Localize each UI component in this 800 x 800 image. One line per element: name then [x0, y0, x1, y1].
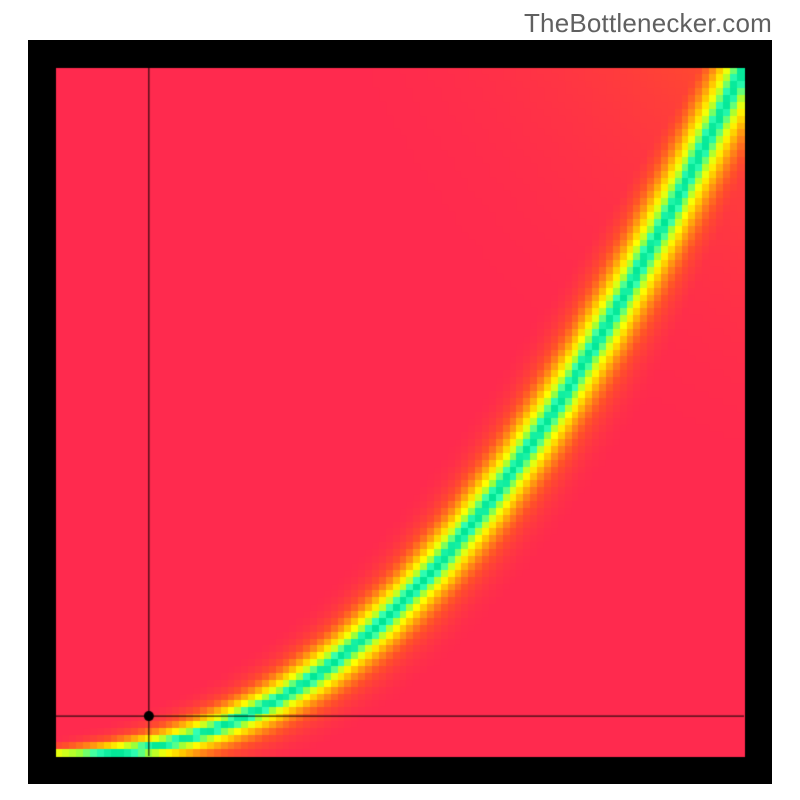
chart-container: TheBottlenecker.com — [0, 0, 800, 800]
watermark-text: TheBottlenecker.com — [524, 8, 772, 39]
plot-wrap — [28, 40, 772, 784]
heatmap-canvas — [28, 40, 772, 784]
